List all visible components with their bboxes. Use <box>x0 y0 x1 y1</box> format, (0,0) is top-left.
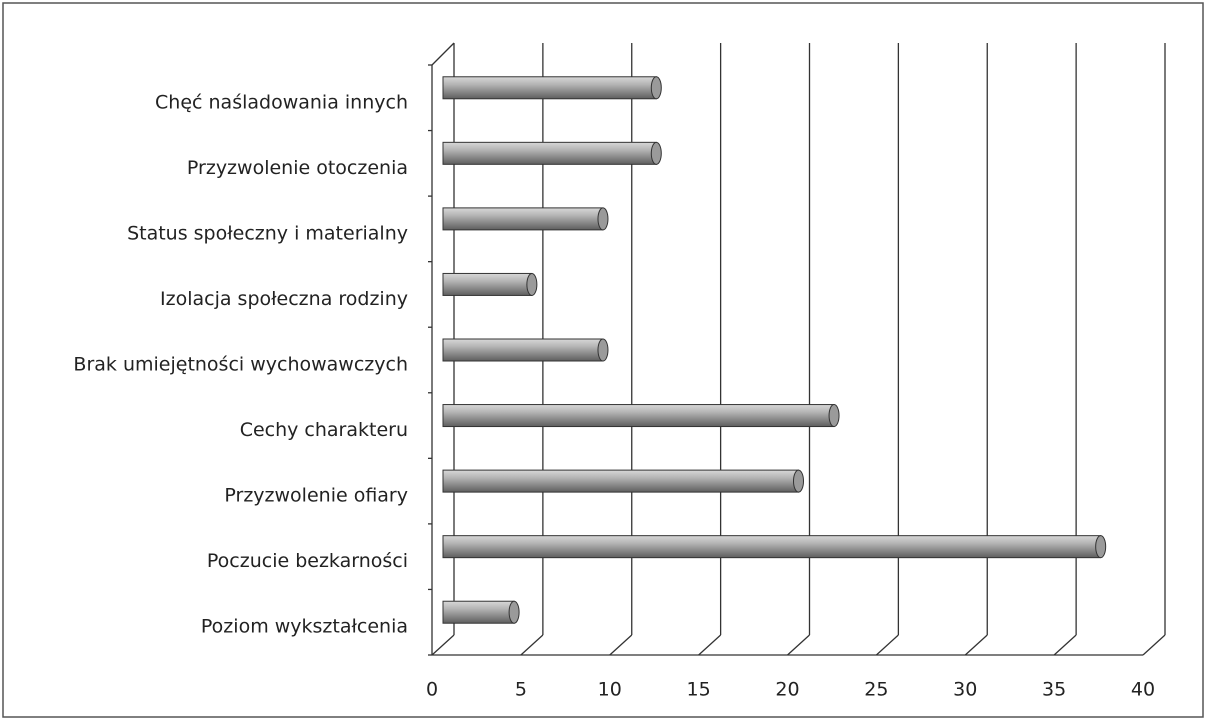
floor-line <box>431 634 455 656</box>
bar-cap <box>828 404 840 428</box>
y-tick-label: Brak umiejętności wychowawczych <box>73 354 408 376</box>
x-tick-label: 40 <box>1131 679 1155 701</box>
x-tick-label: 35 <box>1042 679 1066 701</box>
bar <box>442 338 604 362</box>
bar-cap <box>1095 535 1107 559</box>
floor-line <box>875 634 899 656</box>
floor-line <box>698 634 722 656</box>
y-tick-label: Izolacja społeczna rodziny <box>160 288 408 310</box>
floor-line <box>520 634 544 656</box>
bar <box>442 76 657 100</box>
x-tick-label: 25 <box>864 679 888 701</box>
y-tick-label: Cechy charakteru <box>240 419 408 441</box>
y-tick-label: Chęć naśladowania innych <box>155 91 408 113</box>
x-tick-label: 15 <box>687 679 711 701</box>
y-tick-label: Status społeczny i materialny <box>127 222 408 244</box>
x-tick-label: 20 <box>775 679 799 701</box>
bar <box>442 600 515 624</box>
bar-cap <box>650 76 662 100</box>
bar-cap <box>650 141 662 165</box>
bar <box>442 469 799 493</box>
bar <box>442 535 1102 559</box>
bar-cap <box>526 272 538 296</box>
y-axis-back-edge <box>431 42 455 66</box>
bar-cap <box>508 600 520 624</box>
x-tick-label: 0 <box>426 679 438 701</box>
bar-cap <box>793 469 804 493</box>
bar-cap <box>597 207 609 231</box>
floor-line <box>964 634 988 656</box>
bar <box>442 404 835 428</box>
bar <box>442 207 604 231</box>
floor-line <box>609 634 633 656</box>
y-tick-label: Przyzwolenie otoczenia <box>187 157 408 179</box>
bar <box>442 272 533 296</box>
x-tick-label: 30 <box>953 679 977 701</box>
floor-line <box>1142 634 1166 656</box>
y-tick-label: Poczucie bezkarności <box>207 550 408 572</box>
x-tick-label: 10 <box>598 679 622 701</box>
bar <box>442 141 657 165</box>
y-tick-label: Poziom wykształcenia <box>201 616 408 638</box>
x-tick-label: 5 <box>515 679 527 701</box>
bar-cap <box>597 338 609 362</box>
floor-line <box>1053 634 1077 656</box>
floor-line <box>787 634 810 656</box>
y-tick-label: Przyzwolenie ofiary <box>224 485 408 507</box>
